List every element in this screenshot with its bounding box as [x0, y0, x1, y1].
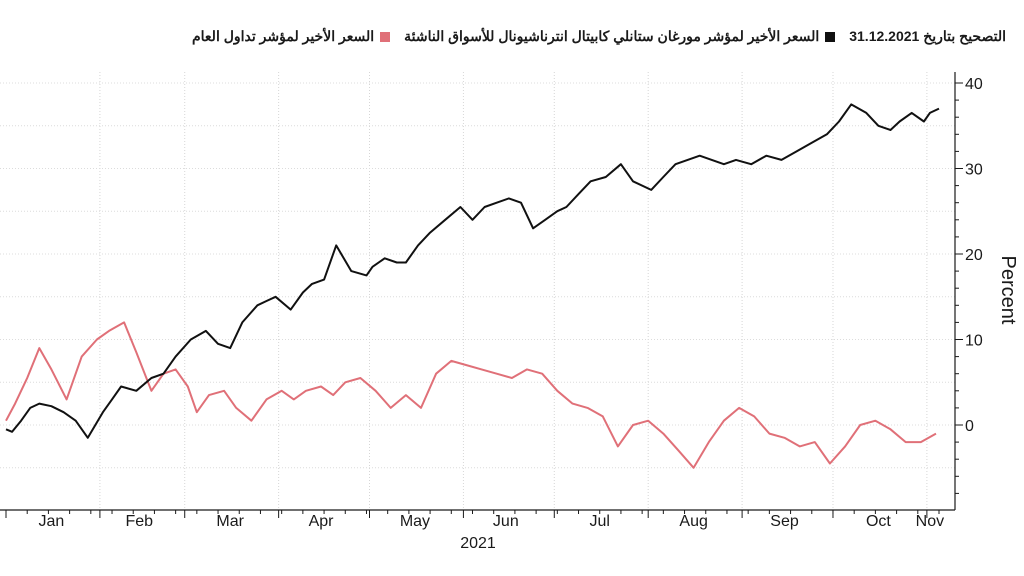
x-tick-label: Jun — [493, 513, 519, 530]
legend-item-tasi: السعر الأخير لمؤشر تداول العام — [191, 28, 391, 45]
y-tick-label: 10 — [965, 333, 983, 350]
x-tick-label: Nov — [916, 513, 944, 530]
x-tick-label: May — [400, 513, 430, 530]
x-tick-label: Apr — [309, 513, 335, 530]
x-axis-year-label: 2021 — [460, 535, 496, 552]
legend-item-msci: السعر الأخير لمؤشر مورغان ستانلي كابيتال… — [404, 28, 836, 45]
x-tick-label: Feb — [125, 513, 153, 530]
x-tick-label: Oct — [866, 513, 891, 530]
legend-label-tasi: السعر الأخير لمؤشر تداول العام — [191, 28, 375, 44]
x-tick-label: Jul — [590, 513, 610, 530]
y-tick-label: 30 — [965, 162, 983, 179]
legend-item-correction: التصحيح بتاريخ 31.12.2021 — [849, 28, 1006, 45]
legend-label-correction: التصحيح بتاريخ 31.12.2021 — [849, 28, 1006, 44]
axes: 0 10 20 30 40 Jan Feb Mar Apr May Jun Jul Aug Sep Oct N… — [0, 72, 983, 530]
chart-legend: التصحيح بتاريخ 31.12.2021 السعر الأخير ل… — [10, 28, 1006, 45]
plot-area — [5, 103, 940, 469]
x-tick-label: Jan — [39, 513, 65, 530]
y-tick-label: 0 — [965, 418, 974, 435]
x-tick-label: Mar — [216, 513, 244, 530]
grid-lines — [0, 72, 955, 510]
x-tick-label: Sep — [770, 513, 799, 530]
x-tick-label: Aug — [679, 513, 707, 530]
legend-label-msci: السعر الأخير لمؤشر مورغان ستانلي كابيتال… — [404, 28, 820, 44]
series-line-tasi — [5, 321, 937, 469]
series-line-msci — [5, 103, 940, 439]
y-tick-label: 20 — [965, 247, 983, 264]
y-tick-label: 40 — [965, 76, 983, 93]
legend-swatch-msci — [825, 31, 836, 42]
legend-swatch-tasi — [380, 31, 391, 42]
y-axis-title: Percent — [997, 256, 1019, 325]
